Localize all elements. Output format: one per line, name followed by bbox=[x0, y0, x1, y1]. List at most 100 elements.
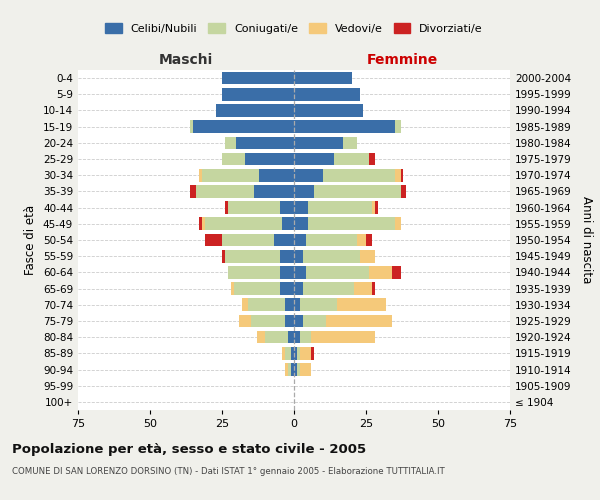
Bar bbox=[280, 250, 294, 262]
Bar bbox=[392, 266, 401, 278]
Text: Femmine: Femmine bbox=[367, 53, 437, 67]
Bar bbox=[366, 234, 372, 246]
Bar bbox=[294, 104, 363, 117]
Bar bbox=[294, 234, 305, 246]
Bar bbox=[222, 234, 274, 246]
Bar bbox=[230, 282, 233, 295]
Bar bbox=[302, 314, 326, 328]
Bar bbox=[343, 136, 358, 149]
Bar bbox=[300, 363, 311, 376]
Bar bbox=[196, 185, 254, 198]
Bar bbox=[225, 136, 236, 149]
Bar bbox=[288, 363, 291, 376]
Bar bbox=[395, 218, 401, 230]
Bar bbox=[294, 331, 300, 344]
Bar bbox=[254, 185, 294, 198]
Bar bbox=[199, 169, 202, 181]
Bar bbox=[242, 298, 248, 311]
Bar bbox=[259, 169, 294, 181]
Bar bbox=[294, 282, 302, 295]
Bar bbox=[193, 120, 294, 133]
Bar bbox=[297, 363, 300, 376]
Bar bbox=[294, 314, 302, 328]
Text: Maschi: Maschi bbox=[159, 53, 213, 67]
Bar bbox=[257, 331, 265, 344]
Bar bbox=[190, 120, 193, 133]
Bar bbox=[294, 266, 305, 278]
Bar bbox=[205, 234, 222, 246]
Bar bbox=[305, 234, 358, 246]
Bar bbox=[274, 234, 294, 246]
Bar bbox=[294, 72, 352, 85]
Bar bbox=[311, 331, 374, 344]
Bar bbox=[283, 347, 286, 360]
Y-axis label: Fasce di età: Fasce di età bbox=[25, 205, 37, 275]
Bar bbox=[286, 347, 291, 360]
Bar bbox=[323, 169, 395, 181]
Bar bbox=[294, 120, 395, 133]
Bar bbox=[286, 363, 288, 376]
Bar bbox=[395, 120, 401, 133]
Bar bbox=[225, 250, 280, 262]
Bar bbox=[308, 202, 372, 214]
Text: COMUNE DI SAN LORENZO DORSINO (TN) - Dati ISTAT 1° gennaio 2005 - Elaborazione T: COMUNE DI SAN LORENZO DORSINO (TN) - Dat… bbox=[12, 468, 445, 476]
Bar bbox=[311, 347, 314, 360]
Bar bbox=[294, 298, 300, 311]
Bar bbox=[360, 250, 374, 262]
Bar bbox=[222, 88, 294, 101]
Bar bbox=[245, 152, 294, 166]
Bar bbox=[248, 298, 286, 311]
Bar bbox=[216, 104, 294, 117]
Bar bbox=[239, 314, 251, 328]
Bar bbox=[334, 152, 369, 166]
Bar bbox=[265, 331, 288, 344]
Bar bbox=[401, 169, 403, 181]
Bar bbox=[199, 218, 202, 230]
Bar bbox=[294, 202, 308, 214]
Bar bbox=[294, 169, 323, 181]
Bar bbox=[291, 347, 294, 360]
Bar bbox=[294, 136, 343, 149]
Bar bbox=[302, 282, 355, 295]
Bar bbox=[297, 347, 300, 360]
Bar bbox=[395, 169, 401, 181]
Bar bbox=[294, 363, 297, 376]
Bar bbox=[228, 202, 280, 214]
Bar bbox=[372, 282, 374, 295]
Bar bbox=[190, 185, 196, 198]
Bar bbox=[294, 152, 334, 166]
Bar bbox=[300, 298, 337, 311]
Bar bbox=[369, 152, 374, 166]
Bar bbox=[202, 218, 205, 230]
Bar bbox=[286, 298, 294, 311]
Y-axis label: Anni di nascita: Anni di nascita bbox=[580, 196, 593, 284]
Bar bbox=[288, 331, 294, 344]
Bar bbox=[372, 202, 374, 214]
Bar bbox=[369, 266, 392, 278]
Bar bbox=[300, 331, 311, 344]
Bar bbox=[294, 185, 314, 198]
Bar bbox=[286, 314, 294, 328]
Bar bbox=[294, 88, 360, 101]
Bar bbox=[283, 218, 294, 230]
Bar bbox=[308, 218, 395, 230]
Bar bbox=[355, 282, 372, 295]
Bar bbox=[280, 202, 294, 214]
Bar bbox=[225, 202, 228, 214]
Text: Popolazione per età, sesso e stato civile - 2005: Popolazione per età, sesso e stato civil… bbox=[12, 442, 366, 456]
Bar bbox=[358, 234, 366, 246]
Bar bbox=[337, 298, 386, 311]
Bar bbox=[401, 185, 406, 198]
Bar bbox=[300, 347, 311, 360]
Bar bbox=[374, 202, 377, 214]
Bar bbox=[251, 314, 286, 328]
Bar bbox=[205, 218, 283, 230]
Bar bbox=[202, 169, 259, 181]
Bar bbox=[294, 347, 297, 360]
Bar bbox=[228, 266, 280, 278]
Bar bbox=[222, 72, 294, 85]
Bar bbox=[236, 136, 294, 149]
Bar bbox=[222, 152, 245, 166]
Bar bbox=[294, 218, 308, 230]
Bar bbox=[280, 266, 294, 278]
